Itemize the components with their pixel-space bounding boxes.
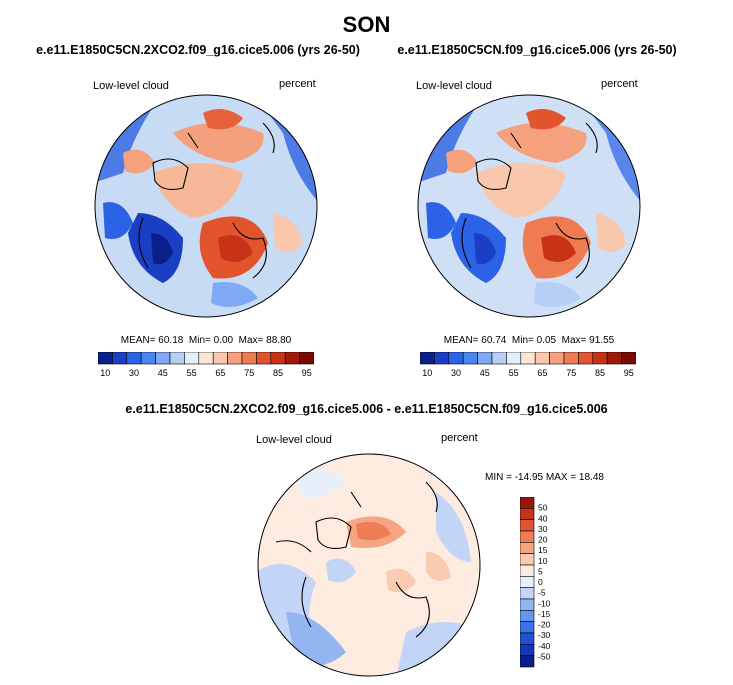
colorbar-tick-label: 55 bbox=[187, 368, 197, 378]
colorbar-swatch bbox=[520, 542, 535, 554]
colorbar-swatch bbox=[284, 352, 300, 365]
colorbar-swatch bbox=[520, 553, 535, 566]
colorbar-swatch bbox=[520, 598, 535, 611]
colorbar-swatch bbox=[140, 352, 156, 365]
colorbar-swatch bbox=[506, 352, 522, 365]
panel-1-map bbox=[94, 94, 318, 318]
colorbar-tick-label: 10 bbox=[422, 368, 432, 378]
panel-3-units: percent bbox=[441, 432, 478, 444]
colorbar-tick-label: -15 bbox=[538, 609, 551, 619]
panel-3-title: e.e11.E1850C5CN.2XCO2.f09_g16.cice5.006 … bbox=[125, 402, 608, 416]
colorbar-swatch bbox=[420, 352, 435, 365]
colorbar-swatch bbox=[520, 587, 535, 600]
colorbar-tick-label: 30 bbox=[451, 368, 461, 378]
colorbar-tick-label: 5 bbox=[538, 566, 543, 576]
colorbar-tick-label: 45 bbox=[480, 368, 490, 378]
colorbar-swatch bbox=[520, 632, 535, 645]
colorbar-tick-label: 85 bbox=[595, 368, 605, 378]
colorbar-swatch bbox=[299, 352, 314, 365]
panel-2-title: e.e11.E1850C5CN.f09_g16.cice5.006 (yrs 2… bbox=[397, 43, 677, 57]
colorbar-swatch bbox=[227, 352, 243, 365]
colorbar-swatch bbox=[520, 497, 535, 509]
colorbar-swatch bbox=[592, 352, 608, 365]
colorbar-swatch bbox=[98, 352, 113, 365]
colorbar-tick-label: -10 bbox=[538, 598, 551, 608]
colorbar-swatch bbox=[534, 352, 550, 365]
colorbar-swatch bbox=[241, 352, 257, 365]
colorbar-swatch bbox=[621, 352, 636, 365]
colorbar-swatch bbox=[155, 352, 171, 365]
colorbar-swatch bbox=[520, 519, 535, 532]
colorbar-tick-label: 95 bbox=[624, 368, 634, 378]
colorbar-swatch bbox=[169, 352, 185, 365]
panel-1-variable: Low-level cloud bbox=[93, 80, 169, 92]
panel-2-map bbox=[417, 94, 641, 318]
colorbar-tick-label: 40 bbox=[538, 513, 548, 523]
panel-2-units: percent bbox=[601, 78, 638, 90]
colorbar-tick-label: 20 bbox=[538, 535, 548, 545]
colorbar-swatch bbox=[126, 352, 142, 365]
colorbar-swatch bbox=[112, 352, 128, 365]
page-title: SON bbox=[342, 12, 391, 37]
colorbar-swatch bbox=[212, 352, 228, 365]
colorbar-swatch bbox=[270, 352, 286, 365]
colorbar-tick-label: 75 bbox=[244, 368, 254, 378]
colorbar-swatch bbox=[520, 576, 535, 588]
panel-2-colorbar: 10 30 45 55 65 75 85 95 bbox=[420, 352, 636, 378]
colorbar-tick-label: 95 bbox=[302, 368, 312, 378]
colorbar-swatch bbox=[563, 352, 579, 365]
colorbar-swatch bbox=[198, 352, 214, 365]
panel-3-map bbox=[257, 453, 481, 677]
colorbar-swatch bbox=[520, 644, 535, 656]
colorbar-tick-label: 50 bbox=[538, 503, 548, 513]
colorbar-swatch bbox=[256, 352, 272, 365]
panel-2-variable: Low-level cloud bbox=[416, 80, 492, 92]
colorbar-tick-label: 55 bbox=[509, 368, 519, 378]
colorbar-tick-label: -20 bbox=[538, 620, 551, 630]
colorbar-swatch bbox=[477, 352, 493, 365]
colorbar-swatch bbox=[184, 352, 200, 365]
panel-2-stats: MEAN= 60.74 Min= 0.05 Max= 91.55 bbox=[443, 335, 615, 346]
colorbar-tick-label: 30 bbox=[538, 524, 548, 534]
colorbar-tick-label: -5 bbox=[538, 588, 546, 598]
panel-1-units: percent bbox=[279, 78, 316, 90]
colorbar-tick-label: 0 bbox=[538, 577, 543, 587]
colorbar-swatch bbox=[520, 621, 535, 634]
colorbar-tick-label: 10 bbox=[100, 368, 110, 378]
colorbar-tick-label: -30 bbox=[538, 630, 551, 640]
colorbar-tick-label: -50 bbox=[538, 651, 551, 661]
colorbar-swatch bbox=[462, 352, 478, 365]
colorbar-tick-label: -40 bbox=[538, 641, 551, 651]
colorbar-swatch bbox=[491, 352, 507, 365]
colorbar-swatch bbox=[448, 352, 464, 365]
colorbar-swatch bbox=[434, 352, 450, 365]
colorbar-swatch bbox=[549, 352, 565, 365]
colorbar-tick-label: 65 bbox=[537, 368, 547, 378]
colorbar-swatch bbox=[520, 530, 535, 543]
colorbar-tick-label: 65 bbox=[215, 368, 225, 378]
panel-1-colorbar: 10 30 45 55 65 75 85 95 bbox=[98, 352, 314, 378]
colorbar-tick-label: 45 bbox=[158, 368, 168, 378]
colorbar-tick-label: 85 bbox=[273, 368, 283, 378]
colorbar-swatch bbox=[606, 352, 622, 365]
colorbar-swatch bbox=[520, 352, 536, 365]
panel-3-minmax: MIN = -14.95 MAX = 18.48 bbox=[485, 472, 604, 483]
colorbar-tick-label: 10 bbox=[538, 556, 548, 566]
panel-1-stats: MEAN= 60.18 Min= 0.00 Max= 88.80 bbox=[120, 335, 292, 346]
colorbar-tick-label: 15 bbox=[538, 545, 548, 555]
colorbar-swatch bbox=[578, 352, 594, 365]
colorbar-swatch bbox=[520, 508, 535, 520]
colorbar-tick-label: 30 bbox=[129, 368, 139, 378]
panel-1-title: e.e11.E1850C5CN.2XCO2.f09_g16.cice5.006 … bbox=[36, 43, 360, 57]
colorbar-tick-label: 75 bbox=[566, 368, 576, 378]
colorbar-swatch bbox=[520, 655, 535, 668]
colorbar-swatch bbox=[520, 564, 535, 577]
panel-3-variable: Low-level cloud bbox=[256, 434, 332, 446]
colorbar-swatch bbox=[520, 610, 535, 622]
